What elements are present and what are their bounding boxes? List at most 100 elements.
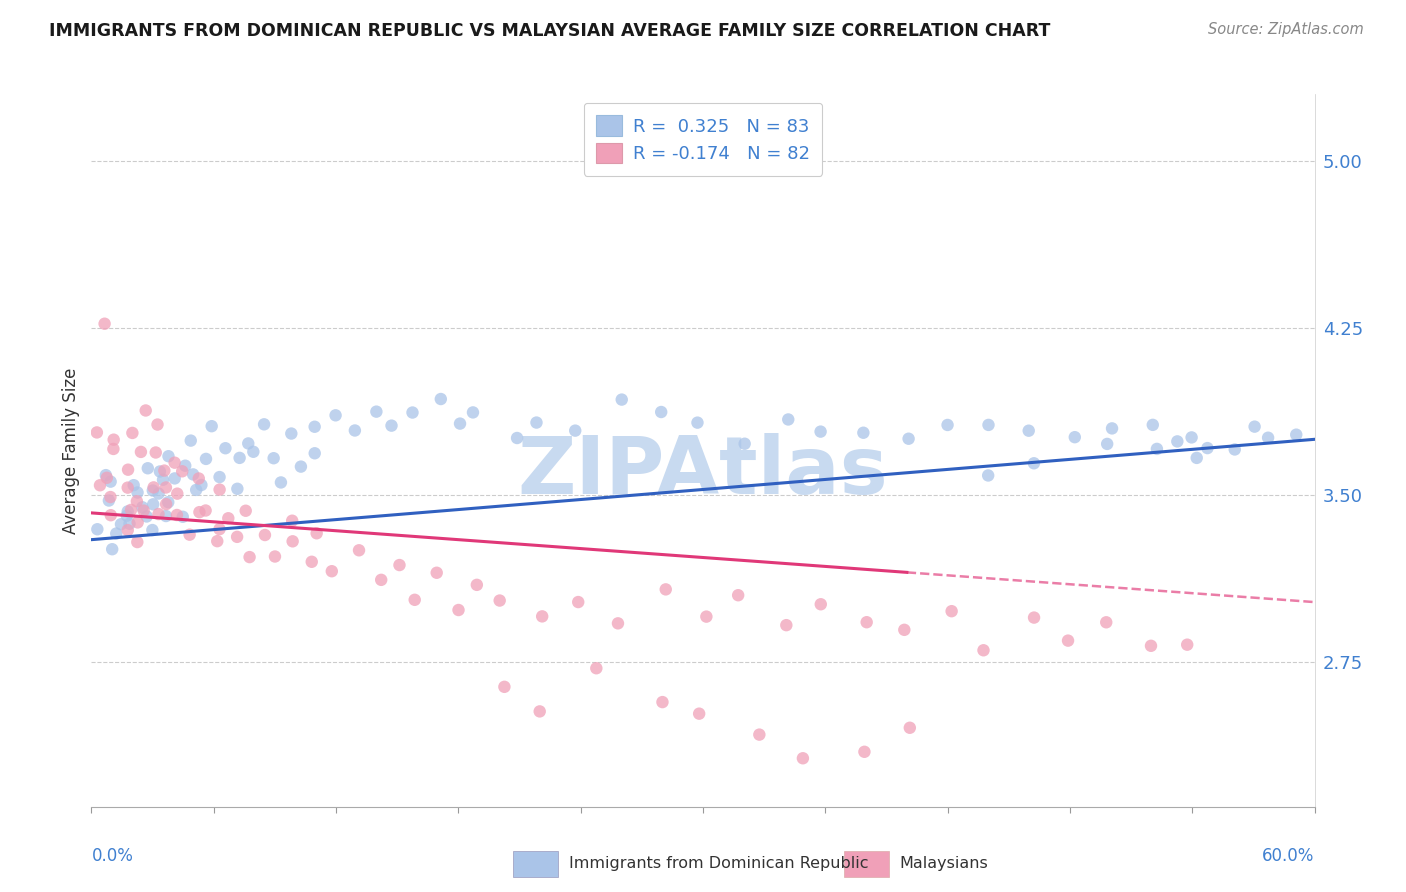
Point (1101, 421, 1123, 435)
Point (148, 507, 170, 521)
Point (166, 508, 188, 522)
Point (281, 534, 304, 549)
Point (187, 471, 209, 485)
Point (148, 486, 170, 500)
Point (564, 424, 586, 438)
Point (610, 392, 633, 407)
Point (727, 588, 749, 602)
Point (142, 497, 165, 511)
Point (207, 534, 229, 549)
Point (893, 623, 915, 637)
FancyBboxPatch shape (513, 851, 558, 877)
Point (208, 470, 231, 484)
Point (461, 405, 484, 419)
Point (281, 514, 304, 528)
Point (305, 526, 328, 541)
Point (1257, 431, 1279, 445)
Point (253, 417, 276, 432)
Point (1175, 638, 1198, 652)
Point (100, 490, 122, 504)
Point (131, 500, 153, 515)
Point (388, 558, 411, 572)
Point (1063, 430, 1085, 444)
Point (242, 444, 264, 458)
Point (141, 523, 163, 537)
Point (686, 416, 709, 430)
Point (135, 509, 157, 524)
Point (127, 485, 149, 500)
Point (263, 451, 285, 466)
Text: Immigrants from Dominican Republic: Immigrants from Dominican Republic (569, 856, 869, 871)
Point (531, 609, 554, 624)
Point (898, 721, 921, 735)
Point (585, 661, 607, 675)
Point (157, 449, 180, 463)
Point (103, 442, 125, 456)
Point (401, 405, 423, 419)
Point (304, 446, 326, 460)
Point (688, 706, 710, 721)
Point (650, 405, 672, 419)
Point (343, 424, 366, 438)
Point (135, 403, 157, 417)
Point (97, 493, 120, 508)
Point (290, 459, 312, 474)
Text: ZIPAtlas: ZIPAtlas (517, 433, 889, 511)
Point (1022, 456, 1045, 470)
Point (1095, 615, 1118, 630)
Point (1057, 633, 1080, 648)
Point (122, 478, 145, 492)
Point (748, 728, 770, 742)
Point (214, 441, 236, 455)
Point (449, 417, 471, 431)
Point (239, 550, 262, 565)
Point (136, 461, 159, 475)
Point (347, 543, 370, 558)
Point (86, 425, 108, 440)
FancyBboxPatch shape (844, 851, 889, 877)
Point (447, 603, 470, 617)
Point (145, 445, 167, 459)
Point (651, 695, 673, 709)
Point (941, 604, 963, 618)
Point (1018, 424, 1040, 438)
Point (208, 483, 231, 497)
Point (1142, 417, 1164, 432)
Point (157, 495, 180, 509)
Point (118, 516, 141, 531)
Point (936, 417, 959, 432)
Point (127, 516, 149, 530)
Point (117, 523, 139, 537)
Point (304, 419, 326, 434)
Point (607, 616, 630, 631)
Point (1166, 434, 1188, 449)
Point (117, 504, 139, 518)
Point (897, 432, 920, 446)
Point (1243, 419, 1265, 434)
Point (190, 478, 212, 492)
Point (270, 475, 292, 490)
Point (152, 473, 174, 487)
Point (93, 317, 115, 331)
Point (852, 425, 875, 440)
Point (86, 522, 108, 536)
Point (1223, 442, 1246, 457)
Point (235, 504, 257, 518)
Point (153, 464, 176, 478)
Point (110, 517, 132, 532)
Point (228, 450, 250, 465)
Point (201, 419, 224, 434)
Point (810, 425, 832, 439)
Point (977, 468, 1000, 483)
Point (174, 458, 197, 473)
Legend: R =  0.325   N = 83, R = -0.174   N = 82: R = 0.325 N = 83, R = -0.174 N = 82 (583, 103, 823, 176)
Point (217, 511, 239, 525)
Point (655, 582, 678, 597)
Point (100, 508, 122, 523)
Point (529, 705, 551, 719)
Point (166, 486, 188, 500)
Point (325, 409, 347, 423)
Point (186, 483, 208, 497)
Text: 60.0%: 60.0% (1263, 847, 1315, 864)
Point (734, 436, 756, 450)
